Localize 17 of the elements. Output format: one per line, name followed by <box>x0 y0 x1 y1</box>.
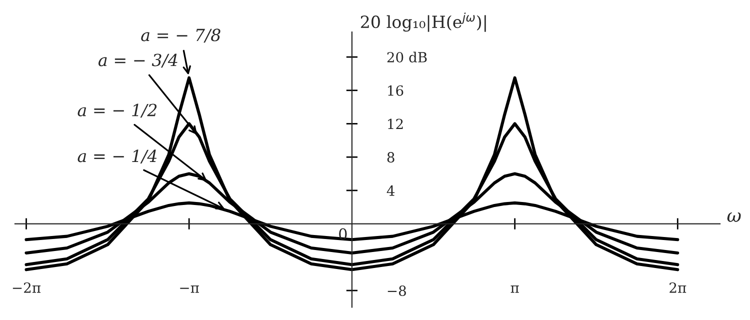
x-tick-label: π <box>510 285 519 293</box>
x-tick-label: −π <box>180 285 199 293</box>
y-tick-label: 8 <box>387 152 394 163</box>
y-tick-label: 12 <box>388 118 403 130</box>
y-tick-label: 16 <box>388 85 404 96</box>
y-axis-title: 20 log₁₀|H(e$^{jω}$)| <box>360 12 486 32</box>
y-tick-label: −8 <box>388 285 406 296</box>
x-tick-label: 2π <box>670 282 686 293</box>
annotation: a = − 3/4 <box>98 54 178 68</box>
annotation: 0 <box>339 228 347 240</box>
annotation: a = − 7/8 <box>141 28 220 43</box>
y-tick-label: 4 <box>386 185 395 196</box>
x-tick-label: −2π <box>12 282 41 293</box>
x-axis-title: ω <box>727 212 741 222</box>
annotation: a = − 1/4 <box>78 150 157 164</box>
annotation: a = − 1/2 <box>78 104 157 118</box>
y-tick-label: 20 dB <box>387 52 427 62</box>
